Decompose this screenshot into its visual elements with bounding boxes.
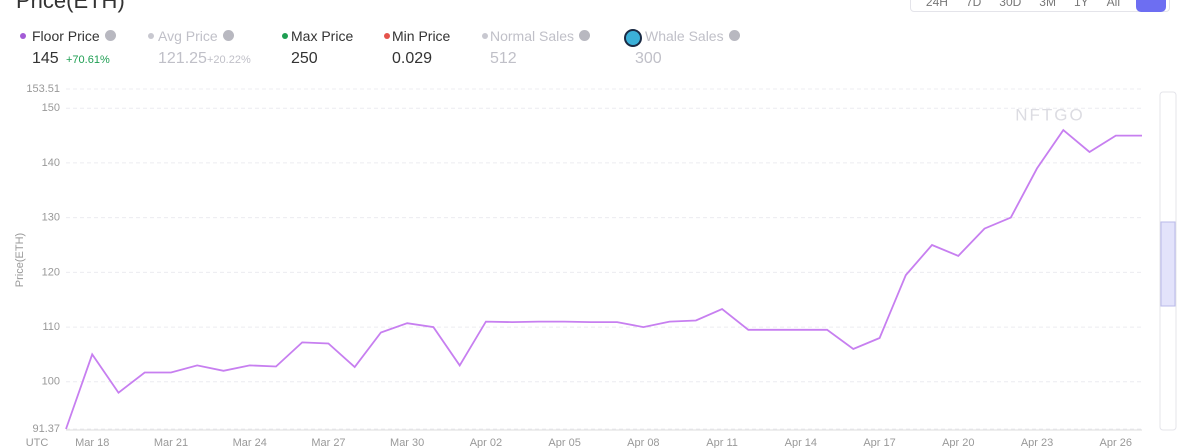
stat-value: 250 — [291, 50, 318, 67]
legend-dot — [148, 33, 154, 39]
stat-value: 145 — [32, 50, 59, 67]
x-tick-label: Apr 17 — [863, 437, 895, 448]
x-tick-label: Apr 14 — [785, 437, 817, 448]
legend-dot — [384, 33, 390, 39]
legend-dot — [482, 33, 488, 39]
legend-name[interactable]: Normal Sales — [490, 28, 575, 44]
stat-change: +70.61% — [66, 54, 110, 66]
chart-toggle[interactable] — [1136, 0, 1166, 12]
legend-dot — [20, 33, 26, 39]
legend-dot — [282, 33, 288, 39]
x-tick-label: Apr 02 — [470, 437, 502, 448]
legend-name[interactable]: Max Price — [291, 28, 354, 44]
timezone: UTC — [26, 437, 49, 448]
range-tab[interactable]: 1Y — [1073, 0, 1089, 9]
y-axis-label: Price(ETH) — [14, 233, 26, 287]
x-tick-label: Apr 11 — [706, 437, 738, 448]
x-tick-label: Mar 24 — [233, 437, 267, 448]
stat-change: +20.22% — [207, 54, 251, 66]
y-tick-label: 120 — [42, 266, 60, 278]
x-tick-label: Apr 26 — [1100, 437, 1132, 448]
range-tab[interactable]: 3M — [1039, 0, 1056, 9]
scroll-handle[interactable] — [1160, 221, 1176, 307]
stat-value: 300 — [635, 50, 662, 67]
y-tick-label: 153.51 — [26, 83, 60, 95]
range-tab[interactable]: 7D — [965, 0, 982, 9]
y-tick-label: 91.37 — [32, 423, 60, 435]
legend-name[interactable]: Min Price — [392, 28, 451, 44]
stat-value: 121.25 — [158, 50, 207, 67]
legend-name[interactable]: Floor Price — [32, 28, 100, 44]
whale-icon — [624, 29, 642, 47]
legend-name[interactable]: Whale Sales — [645, 28, 724, 44]
x-tick-label: Mar 27 — [311, 437, 345, 448]
legend-name[interactable]: Avg Price — [158, 28, 218, 44]
range-tabs: 24H 7D 30D 3M 1Y All — [909, 0, 1170, 12]
info-icon — [222, 30, 234, 41]
y-tick-label: 140 — [42, 157, 60, 169]
x-tick-label: Mar 30 — [390, 437, 424, 448]
x-tick-label: Apr 05 — [548, 437, 580, 448]
price-line — [65, 128, 1142, 430]
stat-value: 0.029 — [392, 50, 433, 67]
x-tick-label: Mar 18 — [75, 437, 109, 448]
info-icon — [104, 30, 116, 41]
x-tick-label: Apr 08 — [627, 437, 659, 448]
info-icon — [728, 30, 740, 41]
x-tick-label: Apr 20 — [942, 437, 974, 448]
y-tick-label: 110 — [42, 321, 60, 333]
info-icon — [579, 30, 591, 41]
x-tick-label: Apr 23 — [1021, 437, 1053, 448]
range-tab[interactable]: All — [1106, 0, 1120, 9]
title: Price(ETH) — [16, 0, 125, 13]
watermark: NFTGO — [1015, 105, 1085, 124]
y-tick-label: 150 — [42, 102, 60, 114]
stat-value: 512 — [490, 50, 517, 67]
y-tick-label: 100 — [42, 376, 60, 388]
y-tick-label: 130 — [42, 212, 60, 224]
range-tab[interactable]: 30D — [999, 0, 1022, 9]
range-tab[interactable]: 24H — [925, 0, 948, 9]
x-tick-label: Mar 21 — [154, 437, 188, 448]
